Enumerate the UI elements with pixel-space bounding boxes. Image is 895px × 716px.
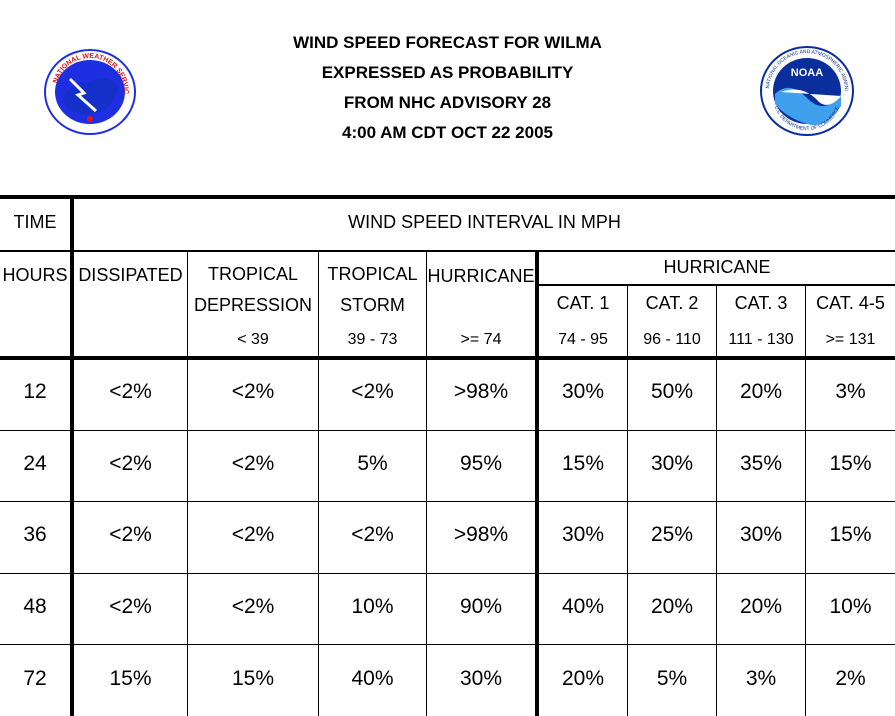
dissipated-cell: <2% (109, 380, 152, 403)
cat1-cell: 15% (561, 452, 605, 475)
cat3-cell: 30% (739, 523, 783, 546)
cat3-range: 111 - 130 (728, 331, 794, 348)
cat1-range: 74 - 95 (558, 331, 608, 348)
row-divider (0, 573, 895, 574)
hurricane-cell: 95% (459, 452, 503, 475)
dissipated-cell: <2% (109, 523, 152, 546)
cat45-cell: 15% (829, 523, 872, 546)
tropical-storm-cell: <2% (351, 380, 394, 403)
hurricane-cell: >98% (453, 523, 509, 546)
tropical-storm-cell: 5% (357, 452, 388, 475)
hurricane-cell: 30% (459, 667, 503, 690)
cat1-cell: 30% (561, 523, 605, 546)
cat45-cell: 10% (829, 595, 872, 618)
tropical-depression-cell: <2% (231, 523, 275, 546)
tropical-storm-cell: <2% (351, 523, 394, 546)
cat1-cell: 20% (561, 667, 605, 690)
title-line-3: FROM NHC ADVISORY 28 (343, 93, 552, 112)
hurricane-cell: >98% (453, 380, 509, 403)
cat1-cell: 30% (561, 380, 605, 403)
tropical-depression-header-line1: TROPICAL (207, 264, 299, 284)
cat45-cell: 3% (835, 380, 866, 403)
cat3-header: CAT. 3 (734, 293, 788, 313)
column-divider (627, 286, 628, 716)
tropical-storm-header-line2: STORM (340, 295, 405, 315)
row-divider (0, 644, 895, 645)
column-divider (187, 252, 188, 716)
row-divider (0, 430, 895, 431)
cat45-header: CAT. 4-5 (816, 293, 885, 313)
table-top-rule (0, 195, 895, 199)
hours-header: HOURS (2, 265, 68, 285)
hurricane-group-header: HURRICANE (663, 257, 771, 277)
tropical-storm-header-line1: TROPICAL (327, 264, 418, 284)
tropical-depression-cell: <2% (231, 595, 275, 618)
cat2-cell: 50% (650, 380, 694, 403)
tropical-storm-range: 39 - 73 (347, 331, 398, 348)
column-divider (716, 286, 717, 716)
tropical-storm-cell: 10% (351, 595, 394, 618)
cat3-cell: 3% (745, 667, 777, 690)
cat2-cell: 30% (650, 452, 694, 475)
title-line-2: EXPRESSED AS PROBABILITY (321, 63, 574, 82)
hours-cell: 12 (23, 380, 47, 403)
hours-cell: 72 (23, 667, 47, 690)
cat3-cell: 20% (739, 380, 783, 403)
hurricane-cell: 90% (459, 595, 503, 618)
cat45-cell: 2% (835, 667, 866, 690)
dissipated-header: DISSIPATED (78, 265, 183, 285)
interval-header: WIND SPEED INTERVAL IN MPH (348, 212, 621, 232)
tropical-storm-cell: 40% (351, 667, 394, 690)
noaa-logo-icon: NOAA NATIONAL OCEANIC AND ATMOSPHERIC AD… (759, 46, 854, 136)
cat2-header: CAT. 2 (645, 293, 699, 313)
row-divider (0, 501, 895, 502)
hurricane-group-left-rule (535, 252, 539, 716)
tropical-depression-range: < 39 (237, 331, 269, 348)
cat2-cell: 25% (650, 523, 694, 546)
cat1-header: CAT. 1 (556, 293, 610, 313)
hurricane-header: HURRICANE (427, 266, 535, 286)
cat2-range: 96 - 110 (643, 331, 701, 348)
column-divider (805, 286, 806, 716)
cat1-cell: 40% (561, 595, 605, 618)
nws-logo-icon: NATIONAL WEATHER SERVICE (44, 49, 136, 135)
header-bottom-rule (0, 356, 895, 360)
hours-cell: 24 (23, 452, 47, 475)
cat3-cell: 20% (739, 595, 783, 618)
svg-text:NOAA: NOAA (791, 67, 823, 79)
cat2-cell: 5% (656, 667, 688, 690)
tropical-depression-cell: 15% (231, 667, 275, 690)
column-divider (318, 252, 319, 716)
header-divider (0, 250, 895, 252)
cat45-range: >= 131 (825, 331, 876, 348)
dissipated-cell: <2% (109, 595, 152, 618)
tropical-depression-cell: <2% (231, 380, 275, 403)
tropical-depression-cell: <2% (231, 452, 275, 475)
hours-cell: 48 (23, 595, 47, 618)
hours-cell: 36 (23, 523, 47, 546)
time-column-divider (70, 195, 74, 716)
title-line-1: WIND SPEED FORECAST FOR WILMA (293, 33, 602, 52)
title-line-4: 4:00 AM CDT OCT 22 2005 (342, 123, 553, 142)
column-divider (426, 252, 427, 716)
time-header: TIME (13, 212, 57, 232)
dissipated-cell: <2% (109, 452, 152, 475)
cat2-cell: 20% (650, 595, 694, 618)
cat3-cell: 35% (739, 452, 783, 475)
hurricane-group-divider (537, 284, 895, 286)
tropical-depression-header-line2: DEPRESSION (193, 295, 313, 315)
hurricane-range: >= 74 (460, 331, 502, 348)
dissipated-cell: 15% (109, 667, 152, 690)
cat45-cell: 15% (829, 452, 872, 475)
